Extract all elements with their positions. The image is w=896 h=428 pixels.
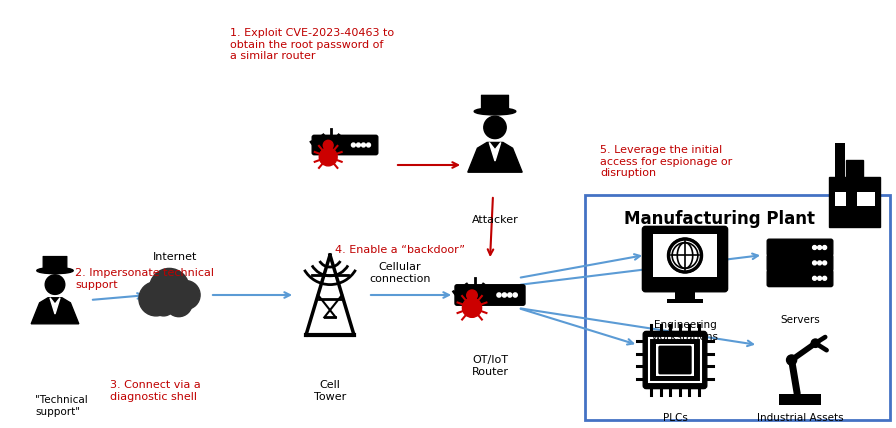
Circle shape bbox=[150, 268, 189, 308]
FancyBboxPatch shape bbox=[643, 331, 707, 389]
Text: Engineering
workstations: Engineering workstations bbox=[651, 320, 719, 342]
Circle shape bbox=[818, 246, 822, 250]
Circle shape bbox=[818, 261, 822, 265]
Text: OT/IoT
Router: OT/IoT Router bbox=[471, 355, 509, 377]
Text: Industrial Assets: Industrial Assets bbox=[757, 413, 843, 423]
FancyBboxPatch shape bbox=[312, 135, 378, 155]
Circle shape bbox=[366, 143, 370, 147]
FancyBboxPatch shape bbox=[767, 270, 832, 287]
Bar bbox=[652, 234, 718, 277]
Text: "Technical
support": "Technical support" bbox=[35, 395, 88, 416]
Bar bbox=[857, 192, 868, 206]
Bar bbox=[668, 299, 702, 303]
Circle shape bbox=[171, 281, 200, 309]
Circle shape bbox=[357, 143, 360, 147]
Circle shape bbox=[139, 282, 173, 316]
Circle shape bbox=[818, 276, 822, 280]
Circle shape bbox=[823, 246, 827, 250]
FancyBboxPatch shape bbox=[767, 239, 832, 256]
Bar bbox=[649, 338, 702, 382]
Circle shape bbox=[467, 290, 478, 300]
Text: Manufacturing Plant: Manufacturing Plant bbox=[625, 210, 815, 228]
Text: Internet: Internet bbox=[153, 252, 197, 262]
Bar bbox=[835, 192, 846, 206]
Text: 4. Enable a “backdoor”: 4. Enable a “backdoor” bbox=[335, 245, 465, 255]
Circle shape bbox=[361, 143, 366, 147]
Text: 1. Exploit CVE-2023-40463 to
obtain the root password of
a similar router: 1. Exploit CVE-2023-40463 to obtain the … bbox=[230, 28, 394, 61]
Bar bbox=[865, 192, 875, 206]
Circle shape bbox=[319, 148, 337, 166]
Circle shape bbox=[823, 261, 827, 265]
Circle shape bbox=[513, 293, 517, 297]
Circle shape bbox=[323, 140, 333, 150]
Circle shape bbox=[787, 355, 797, 365]
FancyBboxPatch shape bbox=[455, 285, 525, 305]
Ellipse shape bbox=[45, 275, 65, 294]
Bar bbox=[656, 344, 694, 376]
Circle shape bbox=[166, 290, 192, 317]
Text: Cell
Tower: Cell Tower bbox=[314, 380, 346, 401]
Polygon shape bbox=[829, 160, 880, 227]
Circle shape bbox=[813, 261, 816, 265]
Polygon shape bbox=[489, 143, 501, 161]
Circle shape bbox=[823, 276, 827, 280]
Circle shape bbox=[152, 293, 175, 316]
Text: PLCs: PLCs bbox=[662, 413, 687, 423]
Text: 3. Connect via a
diagnostic shell: 3. Connect via a diagnostic shell bbox=[110, 380, 201, 401]
FancyBboxPatch shape bbox=[642, 226, 728, 292]
Text: Cellular
connection: Cellular connection bbox=[369, 262, 431, 284]
Bar bbox=[779, 394, 821, 405]
Bar bbox=[675, 289, 695, 299]
Circle shape bbox=[508, 293, 512, 297]
Bar bbox=[835, 143, 845, 177]
Text: Servers: Servers bbox=[780, 315, 820, 325]
FancyBboxPatch shape bbox=[481, 95, 508, 112]
Circle shape bbox=[503, 293, 506, 297]
Circle shape bbox=[813, 276, 816, 280]
Polygon shape bbox=[468, 143, 522, 172]
Circle shape bbox=[497, 293, 501, 297]
Text: 5. Leverage the initial
access for espionage or
disruption: 5. Leverage the initial access for espio… bbox=[600, 145, 732, 178]
FancyBboxPatch shape bbox=[659, 346, 691, 374]
Polygon shape bbox=[31, 298, 79, 324]
Circle shape bbox=[462, 298, 482, 317]
Circle shape bbox=[351, 143, 356, 147]
Ellipse shape bbox=[37, 268, 73, 273]
Circle shape bbox=[668, 238, 702, 273]
Circle shape bbox=[671, 241, 699, 270]
Ellipse shape bbox=[484, 116, 506, 139]
Text: Attacker: Attacker bbox=[471, 215, 519, 225]
Text: 2. Impersonate technical
support: 2. Impersonate technical support bbox=[75, 268, 214, 290]
Circle shape bbox=[811, 339, 820, 348]
FancyBboxPatch shape bbox=[767, 255, 832, 271]
Polygon shape bbox=[50, 298, 60, 314]
Ellipse shape bbox=[474, 108, 516, 115]
Circle shape bbox=[813, 246, 816, 250]
FancyBboxPatch shape bbox=[43, 257, 67, 271]
